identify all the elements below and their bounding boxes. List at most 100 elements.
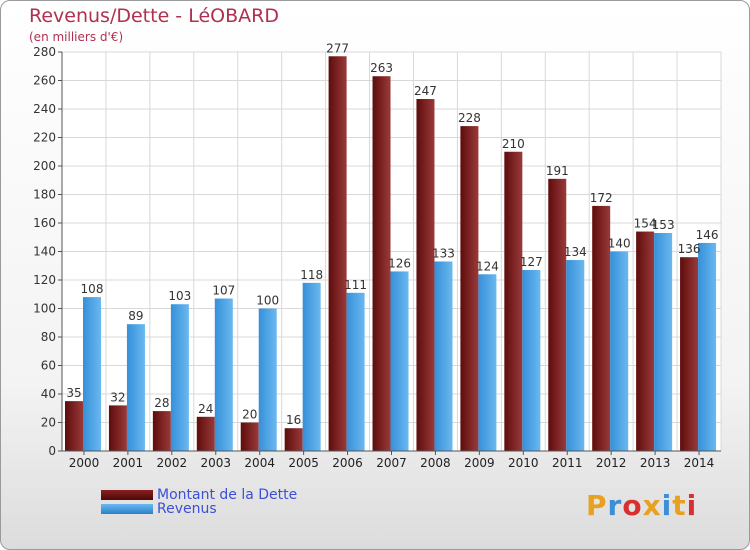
y-tick-label: 220 [33, 131, 56, 145]
bar-dette [372, 76, 391, 451]
y-tick-label: 80 [41, 330, 56, 344]
bar-revenus-label: 127 [520, 255, 543, 269]
bar-dette-label: 136 [678, 242, 701, 256]
bar-revenus [610, 251, 629, 451]
bar-dette [680, 257, 699, 451]
bar-revenus-label: 108 [81, 282, 104, 296]
bar-dette [284, 428, 303, 451]
bar-revenus-label: 103 [168, 289, 191, 303]
y-tick-label: 280 [33, 45, 56, 59]
x-tick-label: 2006 [332, 456, 363, 470]
logo-letter: o [622, 489, 643, 522]
bar-revenus [390, 271, 409, 451]
legend-label-revenus: Revenus [157, 501, 217, 517]
bar-dette-label: 277 [326, 41, 349, 55]
logo-letter: x [642, 489, 662, 522]
bar-dette-label: 154 [634, 217, 657, 231]
y-tick-label: 260 [33, 74, 56, 88]
y-tick-label: 160 [33, 216, 56, 230]
data-labels: 35 108 32 89 28 103 24 107 20 100 16 118 277 111 263 12… [66, 41, 718, 427]
x-tick-label: 2003 [200, 456, 231, 470]
bar-revenus-label: 126 [388, 256, 411, 270]
bar-revenus-label: 107 [212, 284, 235, 298]
bar-revenus [522, 270, 541, 451]
bar-dette-label: 210 [502, 137, 525, 151]
bar-dette [504, 151, 523, 451]
bar-dette-label: 24 [198, 402, 213, 416]
y-tick-label: 60 [41, 359, 56, 373]
y-tick-label: 0 [48, 444, 56, 458]
bar-dette-label: 16 [286, 413, 301, 427]
x-tick-label: 2002 [157, 456, 188, 470]
bar-revenus [126, 324, 145, 451]
bar-revenus-label: 134 [564, 245, 587, 259]
bar-revenus [258, 308, 277, 451]
x-tick-label: 2008 [420, 456, 451, 470]
x-tick-label: 2010 [508, 456, 539, 470]
bar-revenus-label: 111 [344, 278, 367, 292]
y-tick-label: 120 [33, 273, 56, 287]
bar-revenus-label: 140 [608, 237, 631, 251]
bar-revenus-label: 146 [696, 228, 719, 242]
y-tick-label: 100 [33, 302, 56, 316]
bar-revenus-label: 124 [476, 259, 499, 273]
logo-letter: i [661, 489, 673, 522]
bar-dette [152, 411, 171, 451]
bar-dette [328, 56, 347, 452]
logo-letter: i [686, 489, 698, 522]
y-tick-label: 180 [33, 188, 56, 202]
legend-swatch-debt [101, 490, 153, 500]
bar-revenus [346, 292, 365, 451]
bar-revenus [434, 261, 453, 451]
bar-dette [460, 126, 479, 451]
bar-dette [65, 401, 83, 451]
bar-revenus-label: 89 [128, 309, 143, 323]
bar-dette-label: 20 [242, 408, 257, 422]
bar-dette [592, 205, 611, 451]
axes: 0204060801001201401601802002202402602802… [33, 45, 721, 470]
bars [65, 56, 717, 452]
bar-revenus-label: 118 [300, 268, 323, 282]
bar-dette-label: 191 [546, 164, 569, 178]
bar-dette [196, 416, 215, 451]
bar-revenus-label: 153 [652, 218, 675, 232]
bar-revenus [698, 242, 717, 451]
logo-letter: P [586, 489, 608, 522]
legend-item-debt: Montant de la Dette [101, 488, 297, 502]
y-tick-label: 40 [41, 387, 56, 401]
chart-subtitle: (en milliers d'€) [29, 30, 124, 44]
x-tick-label: 2001 [113, 456, 144, 470]
y-tick-label: 20 [41, 416, 56, 430]
x-tick-label: 2005 [288, 456, 319, 470]
legend-item-revenus: Revenus [101, 502, 217, 516]
logo-letter: t [672, 489, 687, 522]
bar-dette-label: 228 [458, 111, 481, 125]
bar-revenus [214, 298, 233, 451]
bar-dette [548, 178, 567, 451]
x-tick-label: 2007 [376, 456, 407, 470]
bar-revenus-label: 100 [256, 294, 279, 308]
x-tick-label: 2009 [464, 456, 495, 470]
x-tick-label: 2013 [640, 456, 671, 470]
bar-dette-label: 35 [66, 386, 81, 400]
bar-dette [108, 405, 127, 451]
bar-dette [240, 422, 259, 451]
bar-dette [416, 99, 435, 452]
x-tick-label: 2004 [244, 456, 275, 470]
bar-revenus [170, 304, 189, 451]
bar-revenus [566, 260, 585, 451]
logo-letter: r [607, 489, 623, 522]
bar-dette-label: 28 [154, 396, 169, 410]
proxiti-logo: Proxiti [586, 489, 697, 522]
legend-label-debt: Montant de la Dette [157, 487, 298, 503]
y-tick-label: 200 [33, 159, 56, 173]
x-tick-label: 2014 [684, 456, 715, 470]
legend-swatch-revenus [101, 504, 153, 514]
bar-dette [636, 231, 655, 451]
bar-revenus [654, 232, 673, 451]
bar-revenus [83, 297, 101, 451]
x-tick-label: 2012 [596, 456, 627, 470]
x-tick-label: 2011 [552, 456, 583, 470]
